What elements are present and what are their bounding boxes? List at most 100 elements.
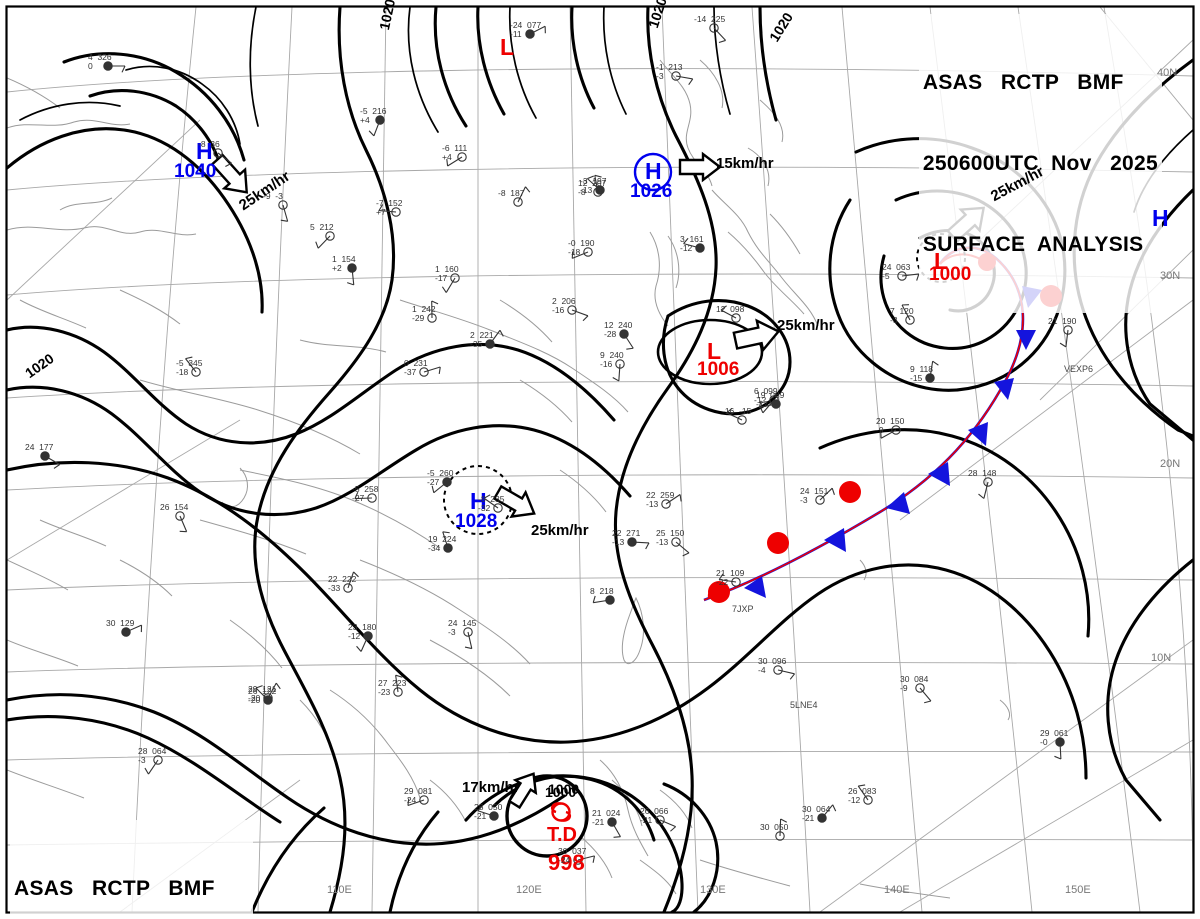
station-plot-text: 29 061 -0 — [1040, 728, 1069, 747]
station-plot-mark — [525, 25, 546, 39]
station-plot-text: -24 077 -11 — [510, 20, 542, 39]
station-plot-mark — [343, 571, 359, 593]
station-plot-mark — [40, 451, 61, 469]
station-plot-text: 30 084 -9 — [900, 674, 929, 693]
solid-circle-high-1026 — [633, 152, 673, 192]
station-plot-text: 19 089 -17 — [756, 390, 785, 409]
isobar-label-4: 1000 — [548, 781, 580, 797]
station-plot-mark — [671, 71, 694, 85]
station-plot-mark — [607, 817, 621, 838]
station-plot-mark — [925, 360, 939, 383]
station-plot-text: -8 187 — [498, 188, 525, 198]
station-plot-mark — [817, 804, 837, 823]
ship-callsign: VEXP6 — [1064, 364, 1094, 374]
station-plot-text: 6 099 -12 — [754, 386, 778, 405]
station-plot-text: 12 240 -28 — [604, 320, 633, 339]
station-plot-mark — [709, 23, 726, 44]
station-plot-text: 26 154 — [160, 502, 189, 512]
station-plot-text: 29 121 -20 — [248, 684, 277, 703]
station-plot-text: -9 -3 — [263, 191, 283, 201]
station-plot-text: 22 222 -33 — [328, 574, 357, 593]
station-plot-mark — [592, 595, 615, 605]
station-plot-mark — [815, 487, 835, 505]
station-plot-text: -8 36 — [198, 139, 220, 149]
station-plot-mark — [185, 356, 201, 377]
station-plot-mark — [442, 531, 453, 553]
ship-callsign: 7JXP — [732, 604, 754, 614]
station-plot-mark — [1054, 737, 1065, 760]
station-plot-text: 24 151 -3 — [800, 486, 829, 505]
lon-label-130E: 130E — [700, 884, 726, 896]
header-line-1-dup: ASAS RCTP BMF — [14, 877, 215, 900]
station-plot-text: 30 096 -4 — [758, 656, 787, 675]
station-plot-text: 3 161 -12 — [680, 234, 704, 253]
station-plot-mark — [315, 231, 335, 249]
station-plot-text: 0 231 -37 — [404, 358, 428, 377]
station-plot-mark — [441, 273, 460, 293]
station-plot-mark — [513, 186, 531, 207]
header-line-1: ASAS RCTP BMF — [922, 71, 1124, 94]
arrow-high-1026 — [678, 151, 722, 183]
station-plot-mark — [726, 407, 747, 425]
station-plot-text: -5 260 -27 — [427, 468, 454, 487]
station-plot-mark — [897, 271, 920, 281]
td-designation: T.D — [547, 824, 577, 846]
station-plot-text: 30 050 — [760, 822, 789, 832]
station-plot-mark — [627, 537, 650, 550]
td-speed: 17km/hr — [462, 779, 520, 796]
station-plot-text: 9 240 -16 — [600, 350, 624, 369]
lat-label-30N: 30N — [1160, 270, 1181, 282]
high-1028-speed: 25km/hr — [531, 522, 589, 539]
station-plot-mark — [419, 366, 441, 377]
station-plot-text: 26 083 -12 — [848, 786, 877, 805]
station-plot-mark — [347, 263, 357, 286]
station-plot-text: 12 098 — [716, 304, 745, 314]
lon-label-120E: 120E — [516, 884, 542, 896]
tropical-cyclone-symbol — [550, 802, 572, 822]
station-plot-mark — [720, 305, 741, 323]
station-plot-text: 21 109 -22 — [716, 568, 745, 587]
station-plot-text: 12 207 -8 — [578, 178, 607, 197]
station-plot-text: 19 224 -34 — [428, 534, 457, 553]
station-plot-text: -14 225 — [694, 14, 726, 24]
station-plot-text: 24 145 -3 — [448, 618, 477, 637]
station-plot-text: 28 148 — [968, 468, 997, 478]
station-plot-mark — [477, 805, 499, 821]
station-plot-mark — [378, 204, 401, 217]
station-plot-mark — [446, 152, 467, 167]
station-plot-text: -0 190 -18 — [568, 238, 595, 257]
station-plot-mark — [354, 491, 377, 503]
station-plot-mark — [121, 624, 143, 637]
station-plot-mark — [407, 795, 429, 807]
station-plot-text: -16 -15 — [722, 406, 752, 416]
station-plot-text: 7 120 -3 — [890, 306, 914, 325]
header-line-2: 250600UTC Nov 2025 — [922, 152, 1158, 175]
station-plot-text: 4 326 0 — [88, 52, 112, 71]
station-plot-mark — [619, 329, 634, 350]
station-plot-text: 26 066 -21 — [640, 806, 669, 825]
station-plot-text: 27 223 -23 — [378, 678, 407, 697]
station-plot-text: 21 190 — [1048, 316, 1077, 326]
station-plot-mark — [567, 305, 589, 322]
station-plot-mark — [683, 237, 705, 253]
station-plot-text: 21 024 -21 — [592, 808, 621, 827]
station-plot-mark — [175, 511, 188, 533]
station-plot-mark — [213, 148, 232, 167]
station-plot-text: -6 111 +4 — [442, 143, 468, 162]
station-plot-text: 26 122 -20 — [248, 686, 277, 705]
station-plot-mark — [718, 573, 741, 587]
high-1026-speed: 15km/hr — [716, 155, 774, 172]
station-plot-mark — [144, 755, 163, 775]
station-plot-mark — [278, 200, 289, 222]
station-plot-mark — [485, 329, 504, 349]
station-plot-text: 24 063 -5 — [882, 262, 911, 281]
arrow-td — [507, 772, 538, 810]
station-plot-text: 8 218 — [590, 586, 614, 596]
station-plot-text: 30 129 — [106, 618, 135, 628]
station-plot-mark — [571, 247, 593, 259]
station-plot-text: 29 081 -24 — [404, 786, 433, 805]
station-plot-mark — [368, 115, 385, 137]
arrow-high-1028 — [492, 484, 536, 519]
td-outer-isobar: 1000 — [545, 784, 577, 800]
td-center-circle — [505, 774, 589, 858]
